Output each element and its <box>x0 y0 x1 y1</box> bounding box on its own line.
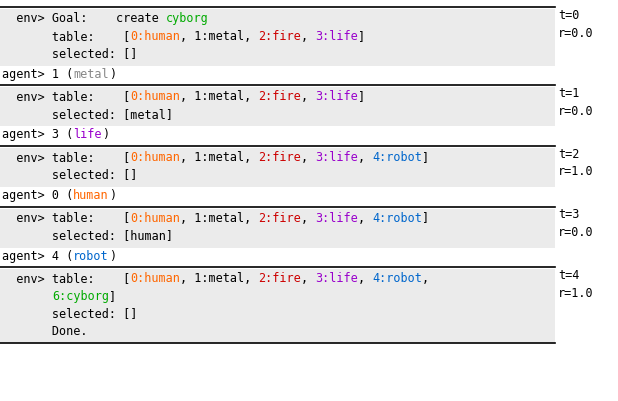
Text: t=4: t=4 <box>558 269 580 282</box>
Text: ): ) <box>109 249 116 262</box>
Text: 2:fire: 2:fire <box>258 30 301 43</box>
Text: , 1:metal,: , 1:metal, <box>180 30 258 43</box>
Text: 4:robot: 4:robot <box>373 150 422 164</box>
Text: env> table:    [: env> table: [ <box>2 271 130 284</box>
Text: 4:robot: 4:robot <box>373 271 422 284</box>
Text: ]: ] <box>422 211 430 224</box>
Text: 0:human: 0:human <box>130 271 180 284</box>
Text: , 1:metal,: , 1:metal, <box>180 211 258 224</box>
Text: ]: ] <box>358 90 365 103</box>
Text: 2:fire: 2:fire <box>258 150 301 164</box>
Text: t=0: t=0 <box>558 9 580 22</box>
Text: cyborg: cyborg <box>166 12 209 25</box>
Text: life: life <box>74 128 102 141</box>
Text: ): ) <box>109 188 116 201</box>
Text: t=1: t=1 <box>558 87 580 100</box>
Text: ): ) <box>109 67 116 81</box>
Text: , 1:metal,: , 1:metal, <box>180 271 258 284</box>
Bar <box>0 269 555 344</box>
Text: Done.: Done. <box>2 324 88 337</box>
Text: env> table:    [: env> table: [ <box>2 90 130 103</box>
Text: ,: , <box>301 211 316 224</box>
Text: t=3: t=3 <box>558 208 580 221</box>
Text: 2:fire: 2:fire <box>258 90 301 103</box>
Text: robot: robot <box>74 249 109 262</box>
Text: ,: , <box>358 211 373 224</box>
Text: agent> 4 (: agent> 4 ( <box>2 249 74 262</box>
Text: selected: [metal]: selected: [metal] <box>2 107 173 120</box>
Text: ): ) <box>102 128 109 141</box>
Text: r=1.0: r=1.0 <box>558 286 594 299</box>
Text: 3:life: 3:life <box>316 271 358 284</box>
Text: 0:human: 0:human <box>130 211 180 224</box>
Text: agent> 0 (: agent> 0 ( <box>2 188 74 201</box>
Text: 0:human: 0:human <box>130 30 180 43</box>
Text: 2:fire: 2:fire <box>258 211 301 224</box>
Text: ]: ] <box>358 30 365 43</box>
Text: selected: []: selected: [] <box>2 168 137 181</box>
Text: 3:life: 3:life <box>316 90 358 103</box>
Text: selected: []: selected: [] <box>2 306 137 320</box>
Text: , 1:metal,: , 1:metal, <box>180 150 258 164</box>
Text: r=0.0: r=0.0 <box>558 105 594 117</box>
Text: env> Goal:    create: env> Goal: create <box>2 12 166 25</box>
Text: r=0.0: r=0.0 <box>558 225 594 239</box>
Bar <box>0 209 555 248</box>
Text: t=2: t=2 <box>558 148 580 160</box>
Text: env> table:    [: env> table: [ <box>2 211 130 224</box>
Text: r=0.0: r=0.0 <box>558 26 594 39</box>
Text: ]: ] <box>422 150 430 164</box>
Text: 0:human: 0:human <box>130 90 180 103</box>
Text: selected: []: selected: [] <box>2 47 137 60</box>
Text: ,: , <box>422 271 437 284</box>
Text: selected: [human]: selected: [human] <box>2 229 173 241</box>
Text: ,: , <box>301 271 316 284</box>
Text: ,: , <box>301 30 316 43</box>
Text: ]: ] <box>109 289 116 302</box>
Text: 4:robot: 4:robot <box>373 211 422 224</box>
Text: human: human <box>74 188 109 201</box>
Text: ,: , <box>301 150 316 164</box>
Text: agent> 3 (: agent> 3 ( <box>2 128 74 141</box>
Text: 3:life: 3:life <box>316 211 358 224</box>
Bar <box>0 148 555 188</box>
Text: 2:fire: 2:fire <box>258 271 301 284</box>
Text: agent> 1 (: agent> 1 ( <box>2 67 74 81</box>
Text: ,: , <box>301 90 316 103</box>
Bar <box>0 88 555 127</box>
Text: metal: metal <box>74 67 109 81</box>
Bar <box>0 10 555 67</box>
Text: 3:life: 3:life <box>316 150 358 164</box>
Text: 6:cyborg: 6:cyborg <box>52 289 109 302</box>
Text: r=1.0: r=1.0 <box>558 165 594 178</box>
Text: ,: , <box>358 150 373 164</box>
Text: ,: , <box>358 271 373 284</box>
Text: 0:human: 0:human <box>130 150 180 164</box>
Text: table:    [: table: [ <box>2 30 130 43</box>
Text: , 1:metal,: , 1:metal, <box>180 90 258 103</box>
Text: env> table:    [: env> table: [ <box>2 150 130 164</box>
Text: 3:life: 3:life <box>316 30 358 43</box>
